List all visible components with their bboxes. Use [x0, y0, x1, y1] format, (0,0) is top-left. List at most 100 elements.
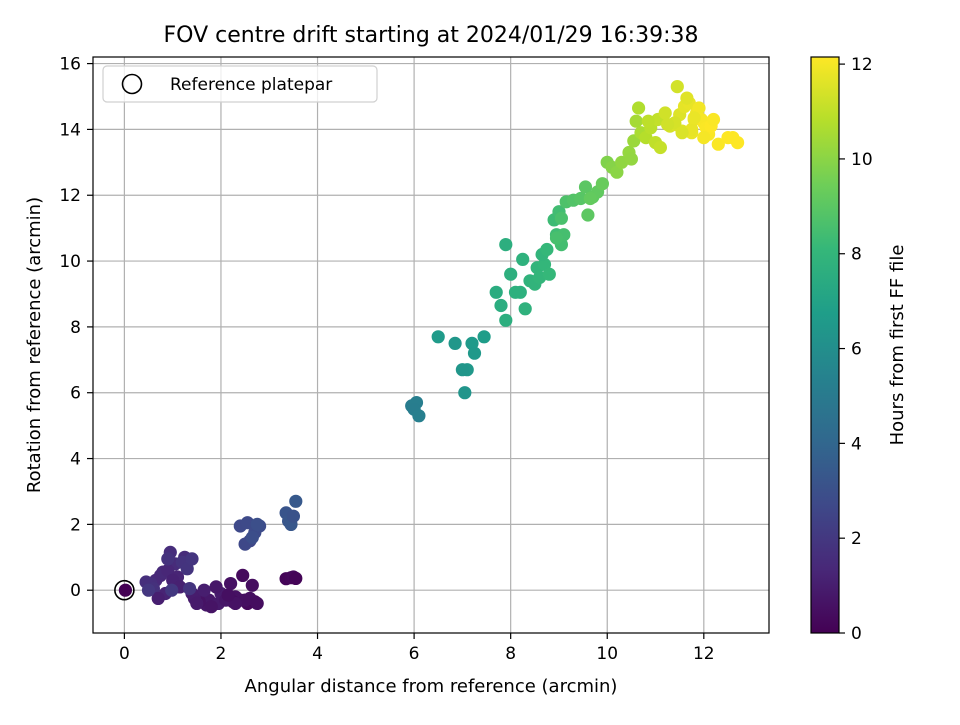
- data-point: [680, 91, 694, 105]
- x-axis-ticks: 0 2 4 6 8 10 12: [119, 633, 715, 664]
- legend-box: [102, 65, 378, 103]
- data-point: [499, 313, 513, 327]
- y-tick-label: 2: [70, 515, 81, 535]
- data-point: [489, 285, 503, 299]
- data-point: [624, 152, 639, 166]
- data-point: [289, 494, 303, 508]
- data-point: [180, 562, 194, 576]
- data-point: [537, 257, 552, 271]
- data-point: [675, 126, 689, 140]
- colorbar-tick-label: 2: [851, 529, 862, 549]
- y-axis-ticks: 0 2 4 6 8 10 12 14 16: [59, 55, 93, 601]
- data-point: [499, 238, 513, 252]
- data-point: [455, 363, 469, 377]
- data-point: [692, 101, 706, 115]
- colorbar-label: Hours from first FF file: [887, 245, 908, 446]
- colorbar-tick-label: 6: [851, 340, 862, 360]
- data-point: [542, 267, 556, 281]
- y-tick-label: 4: [70, 450, 81, 470]
- x-tick-label: 10: [596, 644, 618, 664]
- x-tick-label: 12: [693, 644, 715, 664]
- data-point: [540, 242, 554, 257]
- y-tick-label: 8: [70, 318, 81, 338]
- data-point: [250, 596, 264, 611]
- data-point: [118, 583, 132, 597]
- data-point: [185, 552, 199, 566]
- data-point: [236, 568, 250, 583]
- y-tick-label: 16: [59, 55, 81, 75]
- x-tick-label: 2: [216, 644, 227, 664]
- data-point: [578, 180, 593, 194]
- data-point: [653, 140, 668, 155]
- data-point: [658, 106, 672, 120]
- data-point: [224, 577, 238, 591]
- data-point: [731, 136, 745, 150]
- y-tick-label: 0: [70, 581, 81, 601]
- data-point: [697, 131, 711, 145]
- data-point: [629, 114, 643, 128]
- reference-marker-layer: [114, 579, 135, 601]
- data-point: [183, 582, 197, 596]
- data-point: [504, 267, 518, 281]
- data-point: [554, 211, 569, 225]
- colorbar-ticks: 0 2 4 6 8 10 12: [839, 55, 873, 644]
- data-point: [448, 336, 462, 350]
- plot-frame: [92, 56, 770, 634]
- legend-label: Reference platepar: [170, 75, 332, 95]
- colorbar-tick-label: 4: [851, 434, 862, 454]
- data-point: [221, 588, 235, 602]
- y-tick-label: 6: [70, 384, 81, 404]
- data-point: [549, 231, 564, 245]
- x-tick-label: 6: [409, 644, 420, 664]
- chart-title: FOV centre drift starting at 2024/01/29 …: [164, 23, 699, 48]
- data-point: [151, 591, 165, 606]
- grid-lines: [93, 57, 769, 633]
- data-point: [197, 583, 211, 597]
- data-point: [632, 101, 646, 115]
- data-point: [610, 165, 624, 179]
- y-tick-label: 10: [59, 252, 81, 272]
- data-point: [670, 80, 684, 94]
- data-point: [711, 137, 725, 151]
- legend: Reference platepar: [102, 65, 378, 103]
- data-point: [190, 596, 204, 611]
- y-tick-label: 14: [59, 120, 81, 140]
- data-point: [516, 252, 530, 266]
- data-point: [513, 285, 527, 299]
- x-tick-label: 8: [505, 644, 516, 664]
- data-point: [706, 112, 721, 127]
- data-points: [118, 80, 745, 614]
- legend-reference-marker-icon: [121, 73, 143, 95]
- data-point: [245, 578, 259, 592]
- data-point: [250, 517, 264, 532]
- data-point: [581, 208, 595, 222]
- colorbar-tick-label: 12: [851, 55, 873, 75]
- colorbar-tick-label: 8: [851, 245, 862, 265]
- colorbar: 0 2 4 6 8 10 12 Hours from first FF file: [810, 55, 908, 644]
- data-point: [595, 177, 610, 191]
- x-axis-label: Angular distance from reference (arcmin): [245, 676, 618, 697]
- data-point: [494, 298, 508, 313]
- data-point: [161, 552, 175, 566]
- data-point: [583, 191, 597, 206]
- data-point: [204, 600, 218, 614]
- data-point: [289, 571, 303, 586]
- data-point: [161, 563, 175, 578]
- colorbar-gradient: [810, 56, 840, 634]
- x-tick-label: 4: [312, 644, 323, 664]
- y-axis-label: Rotation from reference (arcmin): [24, 197, 45, 493]
- data-point: [165, 583, 179, 597]
- x-tick-label: 0: [119, 644, 130, 664]
- data-point: [458, 386, 472, 400]
- data-point: [412, 409, 426, 423]
- data-point: [687, 111, 701, 125]
- data-point: [209, 580, 223, 594]
- data-point: [141, 583, 156, 597]
- reference-platepar-marker: [114, 579, 135, 601]
- data-point: [661, 117, 675, 132]
- data-point: [467, 346, 482, 360]
- data-point: [431, 330, 445, 344]
- colorbar-tick-label: 0: [851, 624, 862, 644]
